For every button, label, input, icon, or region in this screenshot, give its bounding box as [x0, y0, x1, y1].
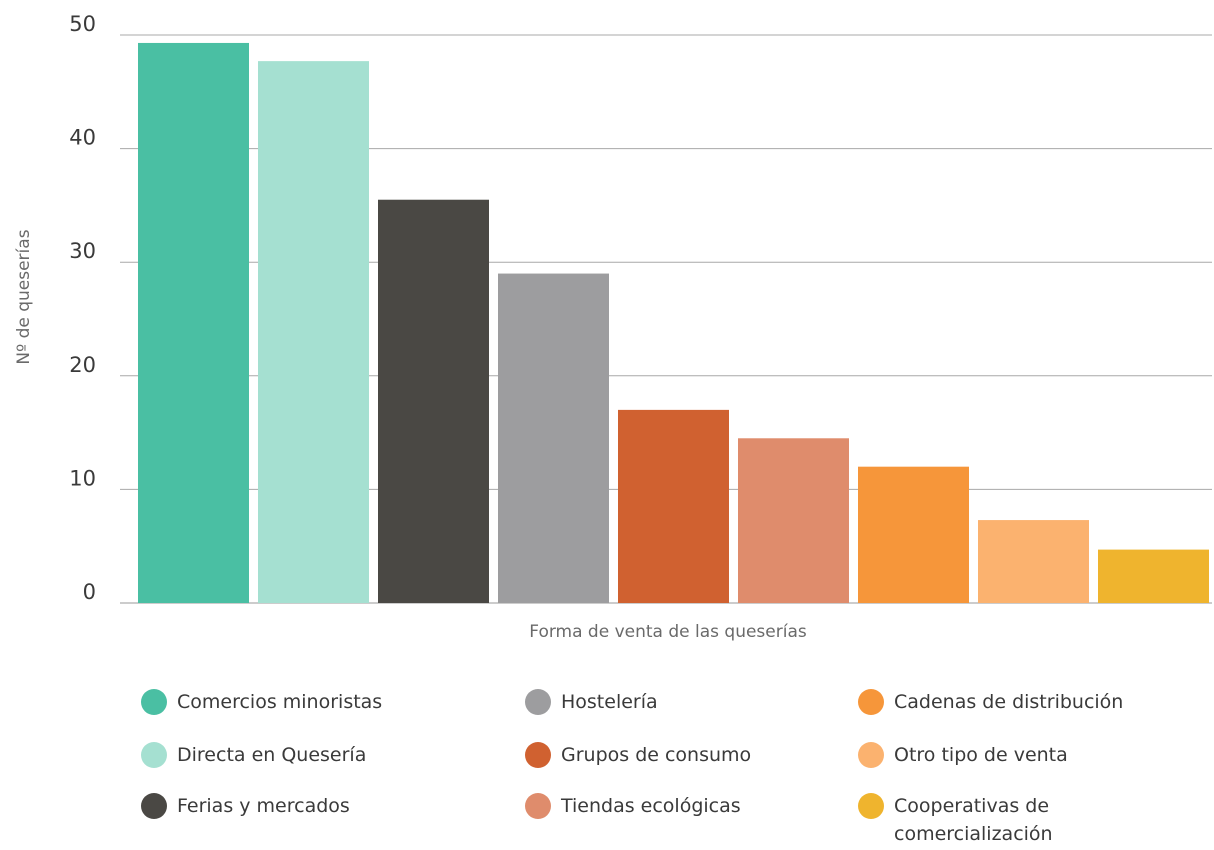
- y-tick-label: 10: [69, 466, 96, 490]
- y-tick-labels: 0 10 20 30 40 50: [69, 12, 96, 604]
- bar-cadenas-de-distribuci-n: [858, 466, 969, 603]
- x-axis-label: Forma de venta de las queserías: [529, 622, 807, 642]
- bar-grupos-de-consumo: [618, 409, 729, 603]
- bar-cooperativas-de-comercializaci-n: [1098, 549, 1209, 603]
- y-tick-label: 20: [69, 353, 96, 377]
- bars: [138, 42, 1209, 604]
- y-tick-label: 50: [69, 12, 96, 36]
- bar-comercios-minoristas: [138, 42, 249, 603]
- y-tick-label: 0: [83, 580, 96, 604]
- bar-tiendas-ecol-gicas: [738, 438, 849, 603]
- y-tick-label: 30: [69, 239, 96, 263]
- bar-directa-en-queser-a: [258, 61, 369, 604]
- bar-ferias-y-mercados: [378, 199, 489, 603]
- bar-hosteler-a: [498, 273, 609, 603]
- y-axis-label: Nº de queserías: [14, 229, 34, 364]
- y-tick-label: 40: [69, 126, 96, 150]
- bar-otro-tipo-de-venta: [978, 520, 1089, 603]
